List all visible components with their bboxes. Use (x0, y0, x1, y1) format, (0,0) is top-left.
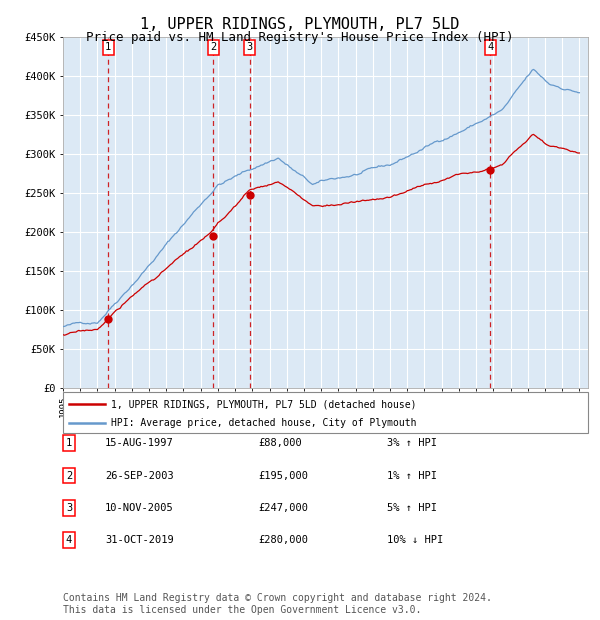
Text: HPI: Average price, detached house, City of Plymouth: HPI: Average price, detached house, City… (111, 418, 416, 428)
Text: 1: 1 (66, 438, 72, 448)
Text: 15-AUG-1997: 15-AUG-1997 (105, 438, 174, 448)
Text: £88,000: £88,000 (258, 438, 302, 448)
Text: 4: 4 (487, 42, 494, 53)
Text: 1% ↑ HPI: 1% ↑ HPI (387, 471, 437, 480)
Text: 1: 1 (105, 42, 112, 53)
Text: 26-SEP-2003: 26-SEP-2003 (105, 471, 174, 480)
Text: 1, UPPER RIDINGS, PLYMOUTH, PL7 5LD: 1, UPPER RIDINGS, PLYMOUTH, PL7 5LD (140, 17, 460, 32)
Text: 5% ↑ HPI: 5% ↑ HPI (387, 503, 437, 513)
Text: 10% ↓ HPI: 10% ↓ HPI (387, 535, 443, 545)
Text: £280,000: £280,000 (258, 535, 308, 545)
Text: 3: 3 (247, 42, 253, 53)
Text: 1, UPPER RIDINGS, PLYMOUTH, PL7 5LD (detached house): 1, UPPER RIDINGS, PLYMOUTH, PL7 5LD (det… (111, 399, 416, 409)
Text: £195,000: £195,000 (258, 471, 308, 480)
Text: Contains HM Land Registry data © Crown copyright and database right 2024.
This d: Contains HM Land Registry data © Crown c… (63, 593, 492, 615)
Text: 3% ↑ HPI: 3% ↑ HPI (387, 438, 437, 448)
Text: 2: 2 (66, 471, 72, 480)
Text: Price paid vs. HM Land Registry's House Price Index (HPI): Price paid vs. HM Land Registry's House … (86, 31, 514, 44)
Text: 3: 3 (66, 503, 72, 513)
Text: 2: 2 (210, 42, 217, 53)
Text: 10-NOV-2005: 10-NOV-2005 (105, 503, 174, 513)
Text: 31-OCT-2019: 31-OCT-2019 (105, 535, 174, 545)
Text: 4: 4 (66, 535, 72, 545)
Text: £247,000: £247,000 (258, 503, 308, 513)
